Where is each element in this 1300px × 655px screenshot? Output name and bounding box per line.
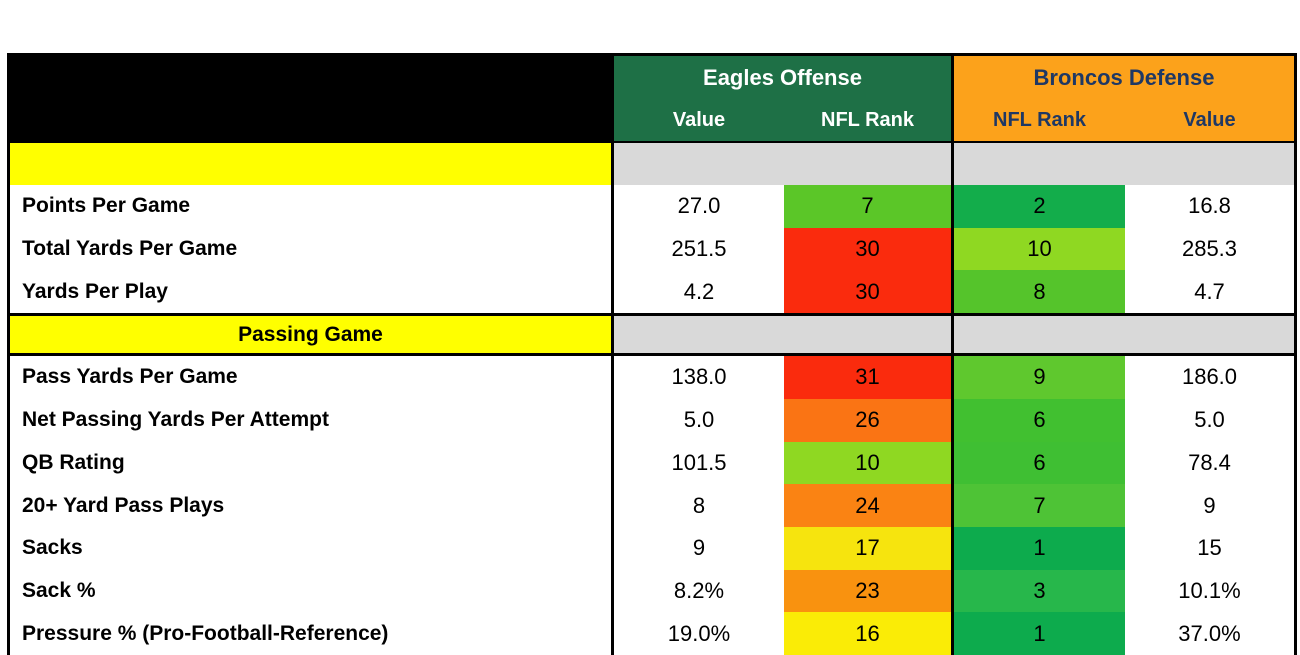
offense-value-cell: 8 <box>692 492 706 518</box>
stat-row: Net Passing Yards Per Attempt 5.0 26 6 5… <box>10 398 1294 442</box>
offense-value-cell: 251.5 <box>671 236 727 262</box>
defense-rank-cell: 6 <box>954 398 1125 442</box>
section-header-row: Passing Game <box>10 313 1294 357</box>
header-blank-cell <box>10 100 614 141</box>
stat-row: Points Per Game 27.0 7 2 16.8 <box>10 185 1294 228</box>
defense-value-cell: 285.3 <box>1181 236 1238 262</box>
section-title <box>10 143 614 185</box>
stat-label: Net Passing Yards Per Attempt <box>10 398 614 442</box>
stat-label: Points Per Game <box>10 185 614 228</box>
defense-value-cell: 37.0% <box>1178 620 1241 646</box>
section-filler-cell <box>1125 316 1294 354</box>
section-title: Passing Game <box>10 316 614 354</box>
section-filler-cell <box>614 316 784 354</box>
stat-row: Pressure % (Pro-Football-Reference) 19.0… <box>10 612 1294 655</box>
defense-rank-cell: 6 <box>954 441 1125 485</box>
offense-rank-cell: 31 <box>784 356 954 399</box>
stat-label: Total Yards Per Game <box>10 227 614 271</box>
defense-value-cell: 5.0 <box>1194 407 1225 433</box>
defense-rank-cell: 7 <box>954 484 1125 527</box>
offense-rank-cell: 26 <box>784 398 954 442</box>
section-filler-cell <box>954 143 1125 185</box>
offense-value-cell: 101.5 <box>671 449 727 475</box>
defense-rank-cell: 9 <box>954 356 1125 399</box>
offense-value-cell: 9 <box>692 535 706 561</box>
stat-label: Yards Per Play <box>10 270 614 314</box>
section-header-row <box>10 143 1294 185</box>
stat-label: Sacks <box>10 526 614 570</box>
defense-value-cell: 16.8 <box>1188 193 1231 219</box>
defense-rank-cell: 2 <box>954 185 1125 228</box>
stat-label: Sack % <box>10 569 614 613</box>
defense-rank-cell: 1 <box>954 612 1125 655</box>
defense-rank-cell: 10 <box>954 227 1125 271</box>
eagles-nfl-rank-column-header: NFL Rank <box>784 100 954 141</box>
stat-row: Sacks 9 17 1 15 <box>10 526 1294 570</box>
offense-rank-cell: 7 <box>784 185 954 228</box>
stat-row: Total Yards Per Game 251.5 30 10 285.3 <box>10 227 1294 271</box>
stat-row: 20+ Yard Pass Plays 8 24 7 9 <box>10 484 1294 527</box>
offense-value-cell: 27.0 <box>677 193 721 219</box>
offense-value-cell: 5.0 <box>683 407 715 433</box>
offense-value-cell: 8.2% <box>673 577 725 603</box>
broncos-value-column-header: Value <box>1125 100 1294 141</box>
stat-row: Sack % 8.2% 23 3 10.1% <box>10 569 1294 613</box>
defense-value-cell: 15 <box>1197 535 1222 561</box>
offense-rank-cell: 17 <box>784 526 954 570</box>
defense-value-cell: 10.1% <box>1178 577 1241 603</box>
stat-row: Yards Per Play 4.2 30 8 4.7 <box>10 270 1294 314</box>
offense-value-cell: 19.0% <box>667 620 731 646</box>
defense-value-cell: 9 <box>1203 492 1216 518</box>
defense-value-cell: 186.0 <box>1181 364 1238 390</box>
section-filler-cell <box>954 316 1125 354</box>
offense-value-cell: 4.2 <box>683 278 715 304</box>
defense-rank-cell: 3 <box>954 569 1125 613</box>
broncos-defense-header: Broncos Defense <box>954 56 1294 100</box>
offense-rank-cell: 10 <box>784 441 954 485</box>
stat-label: 20+ Yard Pass Plays <box>10 484 614 527</box>
section-filler-cell <box>784 316 954 354</box>
stat-label: Pressure % (Pro-Football-Reference) <box>10 612 614 655</box>
defense-value-cell: 4.7 <box>1194 278 1225 304</box>
offense-rank-cell: 30 <box>784 227 954 271</box>
offense-rank-cell: 24 <box>784 484 954 527</box>
offense-value-cell: 138.0 <box>671 364 727 390</box>
eagles-offense-header: Eagles Offense <box>614 56 954 100</box>
section-filler-cell <box>1125 143 1294 185</box>
table-header: Eagles Offense Broncos Defense Value NFL… <box>10 56 1294 143</box>
offense-rank-cell: 16 <box>784 612 954 655</box>
broncos-nfl-rank-column-header: NFL Rank <box>954 100 1125 141</box>
stat-label: Pass Yards Per Game <box>10 356 614 399</box>
eagles-value-column-header: Value <box>614 100 784 141</box>
defense-rank-cell: 8 <box>954 270 1125 314</box>
offense-rank-cell: 30 <box>784 270 954 314</box>
offense-rank-cell: 23 <box>784 569 954 613</box>
stat-row: QB Rating 101.5 10 6 78.4 <box>10 441 1294 485</box>
table-body: Points Per Game 27.0 7 2 16.8 Total Yard… <box>10 143 1294 655</box>
section-filler-cell <box>614 143 784 185</box>
team-stats-comparison-table: Eagles Offense Broncos Defense Value NFL… <box>7 53 1297 655</box>
header-blank-cell <box>10 56 614 100</box>
defense-rank-cell: 1 <box>954 526 1125 570</box>
stat-row: Pass Yards Per Game 138.0 31 9 186.0 <box>10 356 1294 399</box>
defense-value-cell: 78.4 <box>1188 449 1231 475</box>
stat-label: QB Rating <box>10 441 614 485</box>
section-filler-cell <box>784 143 954 185</box>
